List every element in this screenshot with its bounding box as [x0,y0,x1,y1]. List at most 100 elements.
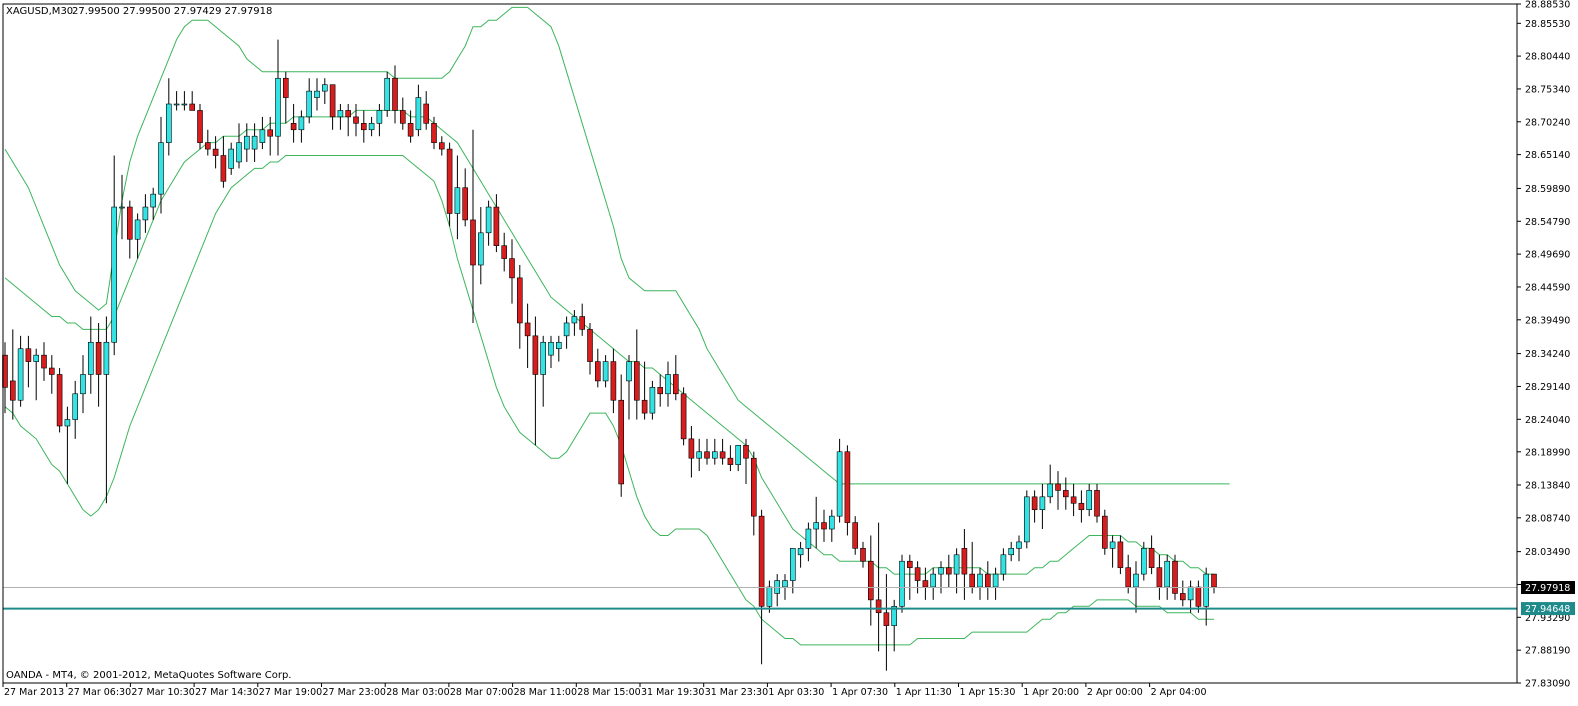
candle [766,580,773,613]
candle [158,116,164,214]
candle-body-bull [298,116,305,131]
y-tick-label: 27.83090 [1525,679,1570,690]
candle [649,380,656,420]
candle-body-bull [1086,490,1092,511]
candle-body-bull [649,387,656,414]
bollinger-upper-band [4,6,1230,485]
candle-body-bear [704,451,710,459]
candle [992,567,999,600]
candle [10,329,16,420]
candle [142,194,149,233]
candle-body-bull [17,348,24,401]
candle [594,348,601,388]
candle [1117,535,1124,575]
candle [828,509,835,542]
candle-body-bear [743,445,749,459]
candle-body-bull [953,554,960,575]
candle [485,200,492,246]
candle [610,348,617,414]
candle [852,516,859,555]
candle-body-bear [48,367,55,375]
price-levels [3,587,1517,610]
x-tick-label: 27 Mar 14:30 [195,687,258,698]
y-tick-label: 28.75340 [1525,84,1570,95]
bollinger-lower-band [4,155,1214,646]
candle-body-bull [828,515,835,530]
candle [758,509,765,665]
y-tick-label: 28.29140 [1525,382,1570,393]
candle-body-bear [1180,593,1186,601]
candle-body-bear [10,380,16,401]
candle-body-bear [1078,502,1085,511]
candle [244,123,250,162]
candle-body-bull [142,206,149,221]
candle [360,110,367,143]
candle-body-bull [1024,496,1030,543]
candle-body-bear [532,335,539,375]
y-tick-label: 28.03490 [1525,547,1570,558]
candle-body-bear [392,77,398,111]
candle [415,84,422,137]
candle-body-bull [930,573,937,588]
candle-body-bear [212,148,219,156]
candle-body-bear [360,123,367,131]
y-tick-label: 27.88190 [1525,646,1570,657]
y-tick-label: 28.24040 [1525,415,1570,426]
candle [337,104,344,130]
candle [704,438,710,465]
candle [470,129,476,323]
candle-body-bear [1063,490,1069,498]
candle-body-bear [961,548,968,575]
candle-body-bull [251,135,258,150]
candle-body-bull [111,206,117,343]
candle-body-bear [922,580,929,588]
candle-body-bull [602,361,609,382]
candle-body-bear [750,457,757,517]
candle-body-bear [1195,586,1202,607]
candle [493,194,500,253]
candle [212,136,219,169]
candle [1172,554,1178,600]
y-tick-label: 28.85530 [1525,19,1570,30]
candle-body-bear [205,142,211,150]
candle-body-bull [306,90,313,118]
candle-body-bull [626,361,632,382]
candle-body-bull [158,142,164,195]
candle-body-bear [914,567,921,581]
candle-body-bull [563,322,570,337]
candle [618,374,625,497]
candle-body-bull [766,586,773,607]
candle [509,239,515,304]
candle-body-bull [321,84,328,92]
candle-body-bull [485,206,492,234]
candle [314,78,320,111]
candle [945,554,952,587]
candle [80,355,86,414]
candle [236,123,242,169]
candle-body-bull [1133,573,1139,588]
candle [821,509,827,542]
candle [282,71,289,124]
candle-body-bear [852,522,859,549]
candle [321,78,328,105]
candle [251,123,258,162]
candle [1211,573,1217,594]
candle [376,104,383,137]
candle [1047,464,1053,504]
candle [72,380,78,439]
candle [197,104,203,150]
candle-body-bull [836,451,843,517]
candle [860,541,866,568]
candle [906,554,913,600]
y-tick-label: 28.13840 [1525,480,1570,491]
candle-body-bear [610,361,617,401]
candle-body-bear [41,354,47,369]
candle [205,129,211,156]
candle [524,303,531,369]
candle [368,116,375,137]
candle [298,110,305,143]
candle [657,374,664,407]
